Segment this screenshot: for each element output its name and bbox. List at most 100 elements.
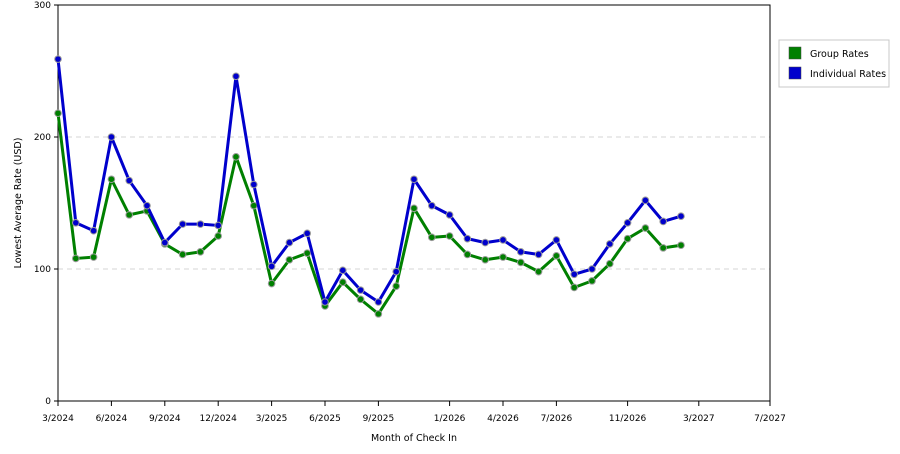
series-individual-rates-point <box>250 180 258 189</box>
x-tick-label: 9/2025 <box>363 414 395 424</box>
series-individual-rates-point <box>534 250 543 259</box>
series-group-rates-point <box>374 310 383 318</box>
series-individual-rates-point <box>214 221 222 230</box>
series-group-rates-point <box>677 241 685 250</box>
series-group-rates-point <box>517 258 525 267</box>
series-group-rates-point <box>356 295 365 304</box>
series-group-rates-point <box>125 211 133 219</box>
series-group-rates-point <box>232 153 240 161</box>
legend-label-individual-rates: Individual Rates <box>810 69 886 80</box>
series-group-rates-point <box>641 224 650 232</box>
series-individual-rates-point <box>445 211 454 219</box>
series-individual-rates-point <box>410 175 418 184</box>
series-individual-rates-point <box>161 238 169 247</box>
y-tick-label: 0 <box>45 397 51 407</box>
series-individual-rates-point <box>552 236 561 244</box>
y-tick-label: 200 <box>34 133 51 143</box>
series-group-rates-point <box>428 233 436 242</box>
x-tick-label: 7/2026 <box>541 414 573 424</box>
series-individual-rates-line <box>56 57 683 304</box>
series-individual-rates-point <box>339 266 347 275</box>
x-tick-label: 6/2025 <box>309 414 341 424</box>
series-individual-rates-point <box>659 217 668 226</box>
legend-swatch-group-rates <box>788 46 802 60</box>
series-individual-rates-point <box>517 248 525 256</box>
series-individual-rates-point <box>623 219 632 227</box>
x-tick-label: 11/2026 <box>609 414 647 424</box>
y-tick-label: 300 <box>34 1 51 11</box>
x-tick-label: 12/2024 <box>200 414 238 424</box>
series-individual-rates-point <box>499 236 507 244</box>
series-group-rates-point <box>89 253 98 261</box>
x-tick-label: 7/2027 <box>754 414 786 424</box>
series-individual-rates-point <box>588 265 596 273</box>
series-individual-rates-point <box>72 219 80 227</box>
series-individual-rates-point <box>321 298 329 306</box>
series-individual-rates <box>54 55 685 306</box>
plot-area-frame <box>57 4 771 402</box>
series-group-rates-point <box>107 175 116 184</box>
series-group-rates-point <box>54 109 62 118</box>
series-individual-rates-point <box>89 226 98 235</box>
series-group-rates-point <box>623 234 632 243</box>
series-individual-rates-point <box>606 240 614 248</box>
series-individual-rates-point <box>677 212 685 220</box>
series-individual-rates-point <box>125 176 133 185</box>
legend-label-group-rates: Group Rates <box>810 49 869 60</box>
x-tick-label: 3/2027 <box>683 414 715 424</box>
series-group-rates-point <box>481 255 490 264</box>
x-tick-label: 3/2024 <box>42 414 74 424</box>
series-group-rates-point <box>463 250 472 259</box>
series-group-rates-point <box>285 255 294 264</box>
series-individual-rates-point <box>196 220 205 228</box>
series-group-rates-point <box>250 201 258 210</box>
series-individual-rates-point <box>641 196 650 205</box>
series-group-rates-point <box>570 283 579 292</box>
axes: 0 100 200 300 3/2024 6/2024 9/2024 12/2024 3/202… <box>34 1 786 424</box>
x-tick-label: 1/2026 <box>434 414 466 424</box>
series-group-rates-point <box>303 249 312 257</box>
series-group-rates-point <box>445 232 454 240</box>
series-group-rates-point <box>499 253 507 261</box>
series-individual-rates-point <box>143 201 151 210</box>
x-tick-label: 9/2024 <box>149 414 181 424</box>
series-individual-rates-point <box>356 286 365 294</box>
series-group-rates-point <box>534 267 543 276</box>
series-lines <box>54 55 685 318</box>
series-group-rates-point <box>339 278 347 287</box>
series-group-rates-point <box>392 282 401 290</box>
series-group-rates <box>54 109 685 318</box>
series-individual-rates-point <box>481 238 490 247</box>
series-group-rates-point <box>214 232 222 240</box>
series-group-rates-point <box>72 254 80 263</box>
series-individual-rates-point <box>107 133 116 141</box>
series-individual-rates-point <box>303 229 312 238</box>
y-tick-label: 100 <box>34 265 51 275</box>
series-group-rates-point <box>196 248 205 256</box>
x-axis-title: Month of Check In <box>371 433 457 444</box>
series-group-rates-point <box>552 252 561 260</box>
grid-lines <box>58 136 770 270</box>
series-individual-rates-point <box>267 262 276 271</box>
x-tick-label: 3/2025 <box>256 414 288 424</box>
series-individual-rates-point <box>178 220 187 228</box>
series-individual-rates-point <box>232 72 240 81</box>
series-individual-rates-point <box>428 201 436 210</box>
series-individual-rates-point <box>285 238 294 247</box>
series-individual-rates-point <box>570 270 579 279</box>
series-individual-rates-point <box>54 55 62 63</box>
y-axis-title: Lowest Average Rate (USD) <box>13 138 24 269</box>
legend: Group Rates Individual Rates <box>778 39 890 88</box>
x-tick-label: 6/2024 <box>96 414 128 424</box>
series-group-rates-point <box>606 259 614 268</box>
series-group-rates-point <box>267 279 276 288</box>
series-individual-rates-point <box>463 234 472 243</box>
x-tick-label: 4/2026 <box>487 414 519 424</box>
series-group-rates-point <box>410 204 418 213</box>
series-individual-rates-point <box>392 267 401 276</box>
series-group-rates-point <box>178 250 187 259</box>
legend-swatch-individual-rates <box>788 66 802 80</box>
series-individual-rates-point <box>374 298 383 306</box>
